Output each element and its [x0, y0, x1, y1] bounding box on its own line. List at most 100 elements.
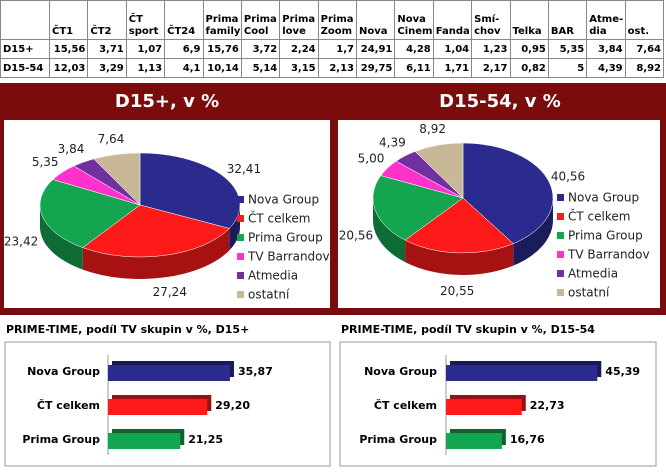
table-cell: 6,11: [394, 58, 434, 78]
legend-swatch: [237, 196, 244, 203]
category-label: Prima Group: [359, 433, 437, 446]
pie-slice: [462, 142, 554, 244]
legend-label: ČT celkem: [568, 209, 630, 224]
legend-label: Prima Group: [248, 231, 323, 245]
legend-label: ČT celkem: [248, 211, 310, 226]
category-label: ČT celkem: [374, 399, 437, 412]
column-header: Prima family: [202, 0, 242, 40]
legend-swatch: [557, 213, 564, 220]
data-label: 27,24: [153, 285, 187, 299]
table-cell: 3,29: [87, 58, 127, 78]
category-label: Nova Group: [364, 365, 437, 378]
column-header: ost.: [624, 0, 665, 40]
data-label: 22,73: [530, 399, 565, 412]
legend-swatch: [237, 234, 244, 241]
data-label: 29,20: [215, 399, 250, 412]
table-cell: 10,14: [202, 58, 242, 78]
legend-swatch: [237, 272, 244, 279]
table-cell: 2,13: [317, 58, 358, 78]
category-label: Nova Group: [27, 365, 100, 378]
column-header: Prima love: [279, 0, 319, 40]
data-label: 20,55: [440, 284, 474, 298]
slice-side: [405, 240, 514, 275]
table-cell: 5,14: [240, 58, 281, 78]
pie-slice: [82, 204, 230, 258]
pie-slice: [372, 175, 464, 241]
bar: [446, 365, 598, 381]
slice-side: [82, 228, 230, 280]
legend-label: TV Barrandov: [247, 250, 330, 264]
legend-swatch: [557, 270, 564, 277]
legend-swatch: [557, 232, 564, 239]
pie-slice: [93, 152, 141, 206]
legend-label: TV Barrandov: [567, 248, 650, 262]
data-label: 3,84: [58, 142, 85, 156]
data-label: 7,64: [98, 132, 125, 146]
table-row: D15-54 12,03 3,29 1,13 4,1 10,14 5,14 3,15 2,13 2…: [0, 58, 665, 78]
bar: [446, 433, 502, 449]
column-header: ČT2: [87, 0, 127, 40]
data-label: 45,39: [605, 365, 640, 378]
legend-label: Atmedia: [248, 269, 298, 283]
legend-label: ostatní: [568, 286, 610, 300]
legend-swatch: [237, 291, 244, 298]
legend-swatch: [557, 289, 564, 296]
legend-label: Prima Group: [568, 229, 643, 243]
header-row: ČT1 ČT2 ČT sport ČT24 Prima family Prima Cool…: [0, 0, 665, 40]
table-cell: 29,75: [355, 58, 396, 78]
row-label: D15-54: [0, 58, 50, 78]
column-header: Fanda: [432, 0, 473, 40]
table-cell: 1,71: [432, 58, 473, 78]
data-label: 35,87: [238, 365, 273, 378]
category-label: ČT celkem: [37, 399, 100, 412]
table-cell: 4,39: [586, 58, 626, 78]
column-header: ČT sport: [125, 0, 166, 40]
data-label: 16,76: [510, 433, 545, 446]
legend-swatch: [557, 194, 564, 201]
data-label: 32,41: [227, 162, 261, 176]
column-header: Prima Cool: [240, 0, 281, 40]
pie-slice: [404, 197, 514, 254]
chart-title: D15+, v %: [115, 91, 219, 112]
legend-label: Atmedia: [568, 267, 618, 281]
slice-side: [373, 198, 406, 263]
table-cell: 3,15: [279, 58, 319, 78]
bar: [108, 433, 181, 449]
data-label: 5,00: [358, 151, 385, 165]
legend-label: Nova Group: [568, 191, 639, 205]
data-label: 23,42: [4, 235, 38, 249]
category-label: Prima Group: [22, 433, 100, 446]
pie-slice: [39, 179, 141, 248]
ratings-table: ČT1 ČT2 ČT sport ČT24 Prima family Prima Cool…: [0, 0, 665, 78]
data-label: 5,35: [32, 155, 59, 169]
legend-label: ostatní: [248, 288, 290, 302]
slice-side: [513, 198, 553, 266]
bar: [108, 365, 230, 381]
data-label: 21,25: [188, 433, 223, 446]
bar: [446, 399, 522, 415]
chart-title: PRIME-TIME, podíl TV skupin v %, D15-54: [341, 323, 595, 336]
column-header: Nova: [355, 0, 396, 40]
corner-cell: [0, 0, 50, 40]
table-cell: 8,92: [624, 58, 665, 78]
pie-slice: [414, 142, 464, 199]
data-label: 20,56: [339, 229, 373, 243]
chart-title: D15-54, v %: [439, 91, 561, 112]
column-header: Nova Cinema: [394, 0, 434, 40]
legend-label: Nova Group: [248, 193, 319, 207]
data-label: 40,56: [551, 170, 585, 184]
table-cell: 2,17: [471, 58, 511, 78]
legend-swatch: [237, 215, 244, 222]
table-body: D15+ 15,56 3,71 1,07 6,9 15,76 3,72 2,24 1,7 24,9…: [0, 39, 665, 78]
chart-title: PRIME-TIME, podíl TV skupin v %, D15+: [6, 323, 249, 336]
legend-swatch: [557, 251, 564, 258]
data-label: 8,92: [419, 122, 446, 136]
slice-side: [229, 205, 240, 251]
legend-swatch: [237, 253, 244, 260]
column-header: Telka: [509, 0, 549, 40]
column-header: Smí-chov: [471, 0, 511, 40]
data-label: 4,39: [379, 136, 406, 150]
bar: [108, 399, 208, 415]
